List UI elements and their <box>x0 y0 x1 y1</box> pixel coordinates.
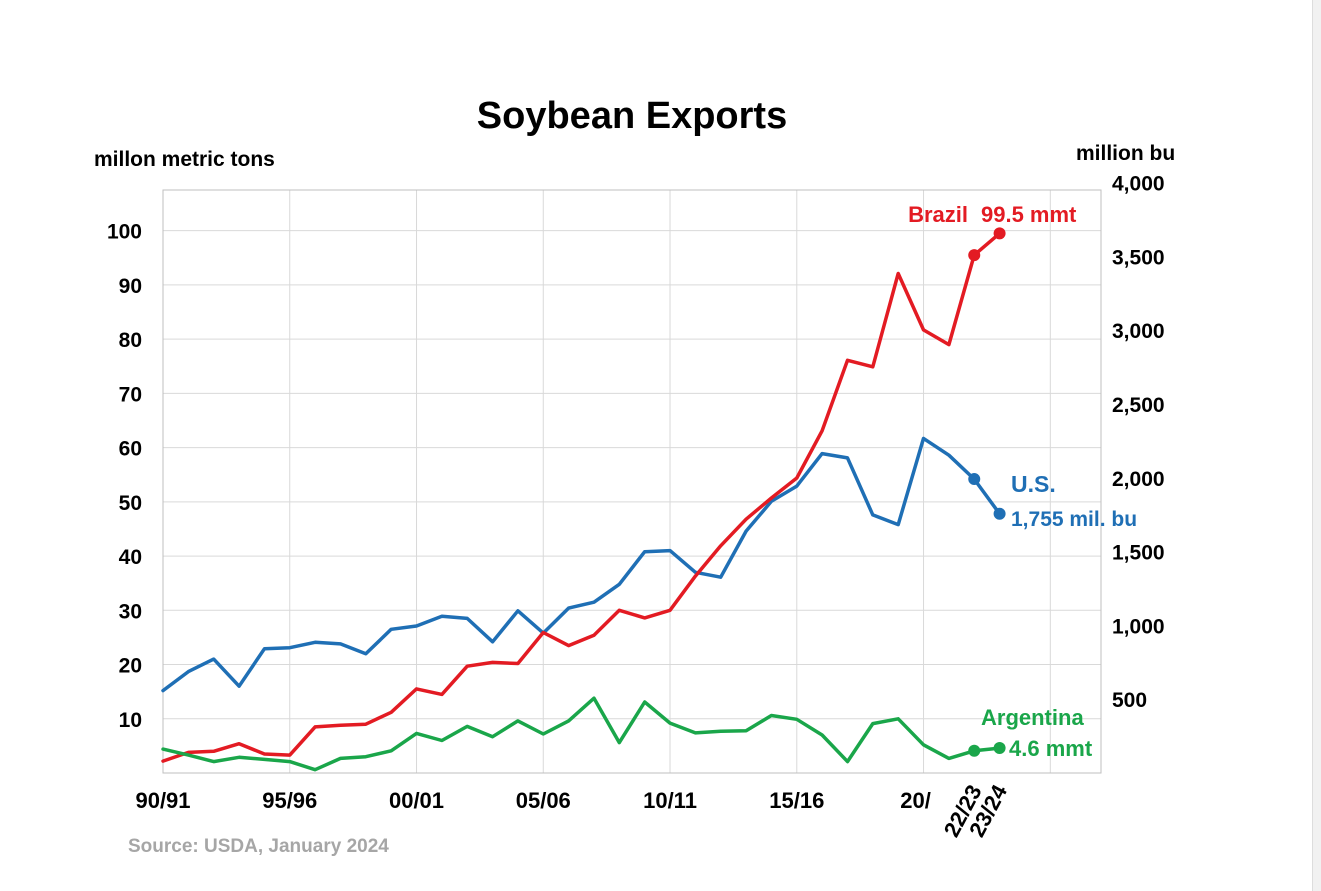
y-right-tick-label: 2,500 <box>1112 394 1165 417</box>
y-left-tick-label: 50 <box>119 492 142 515</box>
y-axis-right-ticks: 500 1,000 1,500 2,000 2,500 3,000 3,500 4,000 <box>1112 173 1165 713</box>
x-tick-label: 20/ <box>900 788 931 813</box>
y-left-tick-label: 70 <box>119 383 142 406</box>
plot-area-border <box>162 189 1102 774</box>
y-right-tick-label: 1,500 <box>1112 542 1165 565</box>
annotation-argentina: 4.6 mmt <box>1009 736 1093 761</box>
series-marker <box>968 249 981 262</box>
y-left-tick-label: 80 <box>119 329 142 352</box>
y-axis-right-label: million bu <box>1076 142 1175 165</box>
x-tick-label: 10/11 <box>643 788 697 813</box>
y-right-tick-label: 2,000 <box>1112 468 1165 491</box>
y-left-tick-label: 30 <box>119 600 142 623</box>
series-line-us <box>161 436 1002 693</box>
series-marker <box>993 507 1006 520</box>
series-line-argentina <box>161 696 1002 772</box>
series-line-brazil <box>161 231 1002 763</box>
annotation-brazil: 99.5 mmt <box>981 202 1077 227</box>
y-left-tick-label: 100 <box>107 221 142 244</box>
series-marker <box>968 473 981 486</box>
series-marker <box>968 744 981 757</box>
y-left-tick-label: 10 <box>119 709 142 732</box>
chart-title: Soybean Exports <box>477 95 787 137</box>
y-right-tick-label: 3,500 <box>1112 246 1165 269</box>
series-marker <box>993 227 1006 240</box>
y-left-tick-label: 40 <box>119 546 142 569</box>
series-marker <box>993 742 1006 755</box>
series-label-us: U.S. <box>1011 471 1056 497</box>
y-right-tick-label: 1,000 <box>1112 615 1165 638</box>
y-axis-left-label: millon metric tons <box>94 148 275 171</box>
grid-lines <box>163 190 1101 773</box>
y-left-tick-label: 60 <box>119 438 142 461</box>
y-right-tick-label: 4,000 <box>1112 173 1165 196</box>
y-left-tick-label: 20 <box>119 655 142 678</box>
y-right-tick-label: 3,000 <box>1112 320 1165 343</box>
y-axis-left-ticks: 10 20 30 40 50 60 70 80 90 100 <box>107 221 142 732</box>
series-markers <box>968 227 1006 757</box>
page-edge <box>1312 0 1321 891</box>
y-left-tick-label: 90 <box>119 275 142 298</box>
y-right-tick-label: 500 <box>1112 689 1147 712</box>
x-tick-label: 05/06 <box>516 788 571 813</box>
source-note: Source: USDA, January 2024 <box>128 836 389 857</box>
series-label-brazil: Brazil <box>908 202 968 227</box>
x-tick-label: 95/96 <box>262 788 317 813</box>
x-tick-label: 90/91 <box>135 788 190 813</box>
x-tick-label: 00/01 <box>389 788 444 813</box>
series-label-argentina: Argentina <box>981 705 1084 730</box>
series-lines <box>161 231 1002 772</box>
x-tick-label: 15/16 <box>769 788 824 813</box>
annotation-us: 1,755 mil. bu <box>1011 508 1137 531</box>
